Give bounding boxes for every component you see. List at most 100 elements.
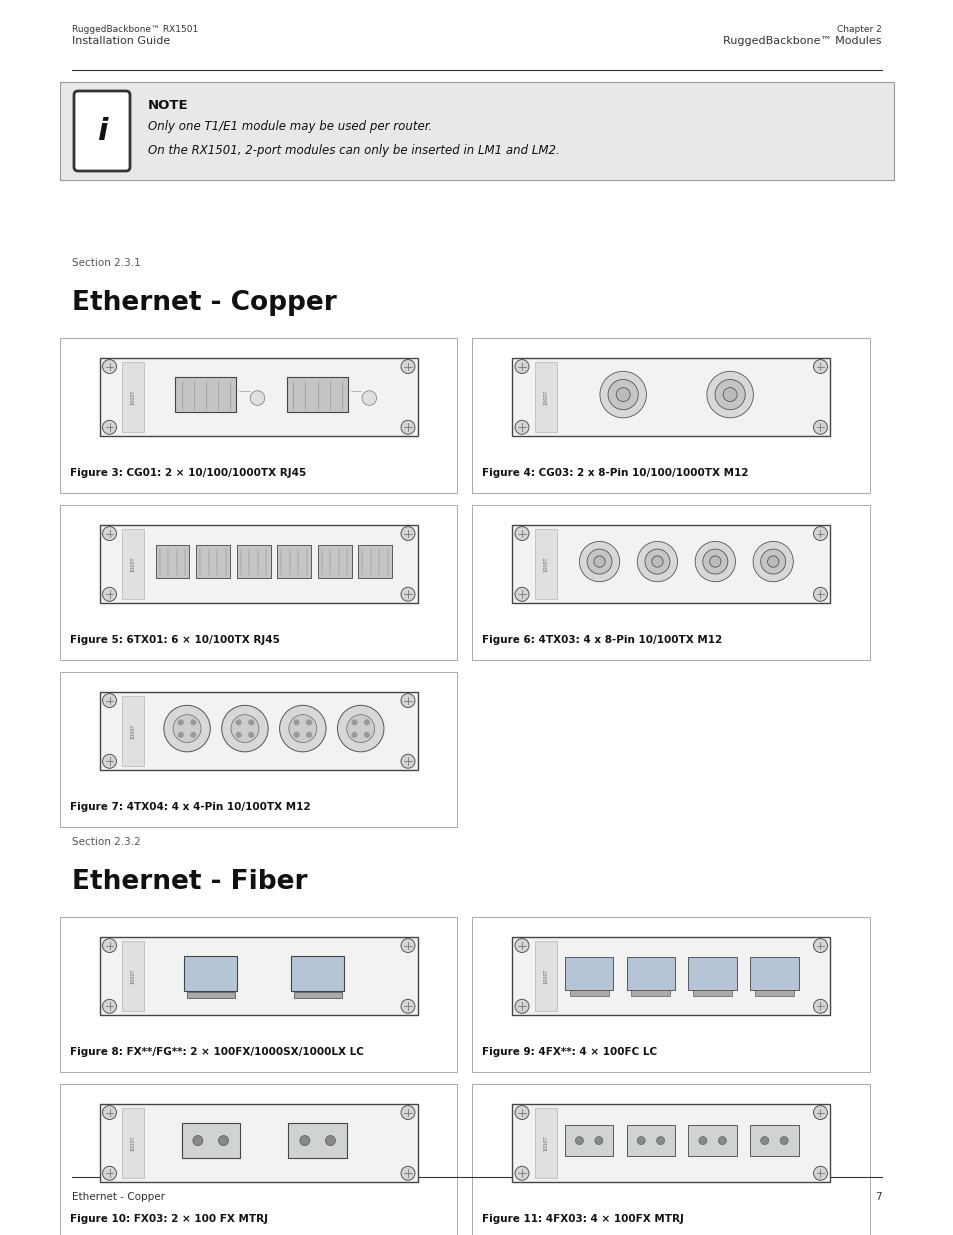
Circle shape	[164, 705, 210, 752]
Circle shape	[249, 720, 253, 725]
Circle shape	[400, 588, 415, 601]
Circle shape	[102, 939, 116, 952]
Circle shape	[400, 755, 415, 768]
Bar	[626, 1125, 675, 1156]
Bar	[100, 358, 417, 436]
Bar	[187, 992, 234, 998]
Text: Figure 8: FX**/FG**: 2 × 100FX/1000SX/1000LX LC: Figure 8: FX**/FG**: 2 × 100FX/1000SX/10…	[70, 1047, 363, 1057]
Bar	[534, 941, 557, 1010]
Bar	[564, 1125, 613, 1156]
Circle shape	[515, 1105, 528, 1119]
Bar	[534, 1108, 557, 1178]
Text: Figure 11: 4FX03: 4 × 100FX MTRJ: Figure 11: 4FX03: 4 × 100FX MTRJ	[482, 1214, 683, 1224]
Bar	[277, 546, 311, 578]
Bar	[294, 992, 341, 998]
Circle shape	[586, 550, 612, 574]
Circle shape	[644, 550, 669, 574]
Circle shape	[607, 379, 638, 410]
Circle shape	[102, 755, 116, 768]
Circle shape	[709, 556, 720, 567]
Circle shape	[515, 1166, 528, 1181]
Text: Only one T1/E1 module may be used per router.: Only one T1/E1 module may be used per ro…	[148, 120, 432, 133]
Circle shape	[102, 420, 116, 435]
Bar	[184, 956, 237, 992]
Bar	[236, 546, 271, 578]
Bar	[122, 529, 144, 599]
Bar	[472, 505, 869, 659]
Text: Ethernet - Copper: Ethernet - Copper	[71, 1192, 165, 1202]
Circle shape	[102, 694, 116, 708]
Circle shape	[813, 1105, 826, 1119]
Bar	[287, 377, 348, 412]
Bar	[693, 990, 731, 995]
Circle shape	[780, 1136, 787, 1145]
Text: Figure 4: CG03: 2 x 8-Pin 10/100/1000TX M12: Figure 4: CG03: 2 x 8-Pin 10/100/1000TX …	[482, 468, 748, 478]
Bar	[181, 1123, 239, 1158]
Text: Figure 6: 4TX03: 4 x 8-Pin 10/100TX M12: Figure 6: 4TX03: 4 x 8-Pin 10/100TX M12	[482, 635, 722, 645]
Circle shape	[191, 732, 195, 737]
Circle shape	[361, 390, 376, 405]
Circle shape	[616, 388, 630, 401]
Bar	[122, 941, 144, 1010]
Circle shape	[294, 732, 298, 737]
Bar	[100, 937, 417, 1015]
Circle shape	[400, 999, 415, 1013]
Circle shape	[706, 372, 753, 417]
Bar	[122, 697, 144, 766]
Bar	[100, 692, 417, 769]
Text: NOTE: NOTE	[148, 99, 189, 112]
Circle shape	[236, 732, 241, 737]
Text: Chapter 2: Chapter 2	[837, 25, 882, 35]
Bar	[155, 546, 190, 578]
Bar	[534, 362, 557, 432]
Circle shape	[695, 541, 735, 582]
Bar	[512, 937, 829, 1015]
Text: Section 2.3.1: Section 2.3.1	[71, 258, 141, 268]
Circle shape	[102, 526, 116, 541]
Circle shape	[307, 732, 311, 737]
Circle shape	[813, 588, 826, 601]
Circle shape	[813, 999, 826, 1013]
Circle shape	[102, 1166, 116, 1181]
Circle shape	[231, 715, 258, 742]
Bar	[512, 1104, 829, 1182]
Text: 1000T: 1000T	[131, 1135, 135, 1151]
Bar	[60, 82, 893, 180]
Circle shape	[250, 390, 265, 405]
Circle shape	[515, 526, 528, 541]
Circle shape	[578, 541, 619, 582]
Bar	[564, 957, 613, 989]
Circle shape	[699, 1136, 706, 1145]
Circle shape	[515, 999, 528, 1013]
Circle shape	[575, 1136, 583, 1145]
Circle shape	[760, 1136, 768, 1145]
Circle shape	[294, 720, 298, 725]
Text: Figure 3: CG01: 2 × 10/100/1000TX RJ45: Figure 3: CG01: 2 × 10/100/1000TX RJ45	[70, 468, 306, 478]
Circle shape	[760, 550, 785, 574]
Text: Figure 10: FX03: 2 × 100 FX MTRJ: Figure 10: FX03: 2 × 100 FX MTRJ	[70, 1214, 268, 1224]
Circle shape	[289, 715, 316, 742]
Circle shape	[307, 720, 311, 725]
Circle shape	[337, 705, 383, 752]
Circle shape	[722, 388, 737, 401]
Bar	[472, 1084, 869, 1235]
Circle shape	[236, 720, 241, 725]
Circle shape	[637, 1136, 644, 1145]
Circle shape	[651, 556, 662, 567]
Bar	[512, 358, 829, 436]
Bar	[534, 529, 557, 599]
Circle shape	[752, 541, 793, 582]
Bar	[100, 1104, 417, 1182]
Circle shape	[594, 556, 604, 567]
Circle shape	[715, 379, 744, 410]
Circle shape	[515, 359, 528, 373]
Circle shape	[352, 732, 356, 737]
Circle shape	[249, 732, 253, 737]
Bar	[358, 546, 392, 578]
Circle shape	[813, 420, 826, 435]
Circle shape	[325, 1136, 335, 1146]
Text: Ethernet - Copper: Ethernet - Copper	[71, 290, 336, 316]
Bar	[688, 957, 737, 989]
Bar	[288, 1123, 347, 1158]
Circle shape	[400, 420, 415, 435]
